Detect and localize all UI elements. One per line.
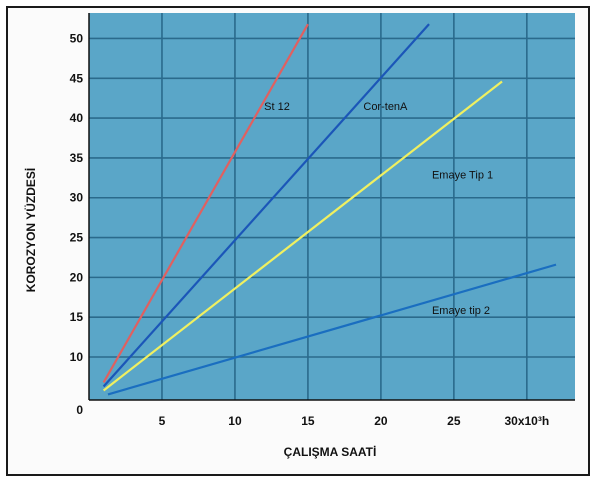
y-tick-label: 15 (70, 310, 84, 324)
y-axis-title: KOROZYON YÜZDESİ (23, 168, 38, 292)
y-tick-label: 20 (70, 270, 84, 284)
y-tick-label: 35 (70, 151, 84, 165)
plot-area (88, 13, 575, 401)
y-tick-label: 30 (70, 191, 84, 205)
series-label: St 12 (264, 101, 290, 113)
series-line (102, 80, 503, 392)
y-tick-label: 40 (70, 111, 84, 125)
series-line (102, 23, 430, 388)
series-label: Emaye tip 2 (432, 305, 490, 317)
series-layer (102, 23, 557, 396)
y-tick-label: 45 (70, 71, 84, 85)
series-label: Emaye Tip 1 (432, 170, 493, 182)
x-tick-label: 15 (301, 414, 315, 428)
x-tick-label: 20 (374, 414, 388, 428)
series-label: Cor-tenA (363, 101, 408, 113)
series-line (102, 23, 309, 384)
y-tick-label: 10 (70, 350, 84, 364)
y-tick-label: 25 (70, 231, 84, 245)
series-labels: St 12 Cor-tenA Emaye Tip 1 Emaye tip 2 (264, 101, 493, 317)
series-line (107, 263, 557, 396)
x-tick-label: 5 (159, 414, 166, 428)
x-tick-label: 30x10³h (504, 414, 549, 428)
y-tick-label: 50 (70, 31, 84, 45)
x-tick-label: 10 (228, 414, 242, 428)
x-tick-label: 25 (447, 414, 461, 428)
tick-labels: 10 15 20 25 30 35 40 45 50 0 5 10 15 20 25 30x10³h (70, 31, 550, 428)
x-tick-label: 0 (76, 403, 83, 417)
x-axis-title: ÇALIŞMA SAATİ (284, 444, 377, 459)
